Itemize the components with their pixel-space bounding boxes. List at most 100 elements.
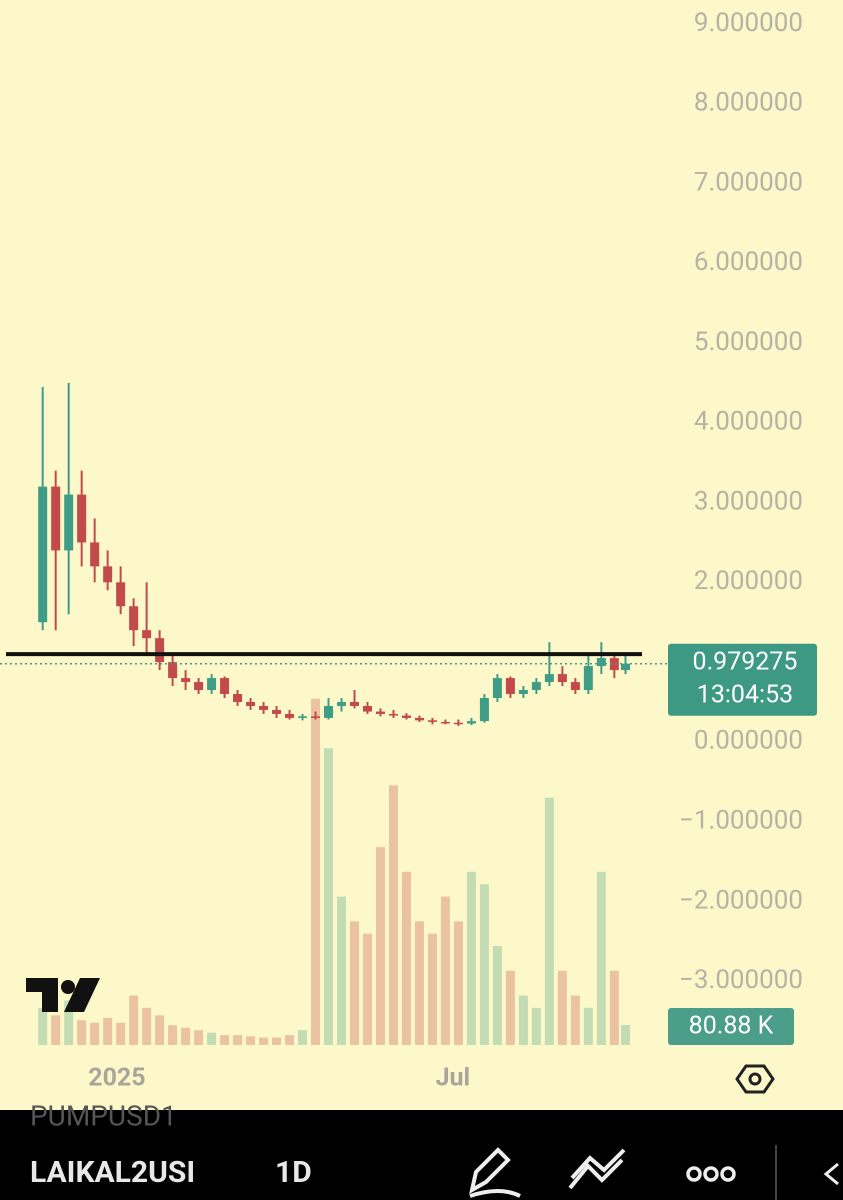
- volume-bar: [38, 1007, 48, 1045]
- volume-bar: [492, 946, 502, 1045]
- candle-body: [492, 678, 502, 698]
- toolbar: [0, 1110, 843, 1200]
- candle-body: [207, 678, 217, 691]
- candle-body: [362, 705, 372, 712]
- y-tick-label: 4.000000: [694, 407, 803, 437]
- candle-body: [427, 720, 437, 722]
- volume-bar: [285, 1035, 295, 1045]
- price-tag: [668, 643, 817, 716]
- interval[interactable]: 1D: [275, 1155, 312, 1190]
- volume-bar: [194, 1030, 204, 1045]
- draw-tool[interactable]: [469, 1147, 521, 1198]
- volume-bar: [453, 921, 463, 1045]
- volume-bar: [362, 933, 372, 1045]
- plot: 9.000000 8.000000 7.000000 6.000000 5.000000…: [0, 8, 817, 1093]
- volume-bar: [337, 896, 347, 1045]
- volume-bar: [479, 884, 489, 1045]
- candle-body: [557, 674, 567, 683]
- candle-body: [609, 658, 619, 671]
- candle-body: [168, 662, 178, 679]
- symbol[interactable]: LAIKAL2USI: [30, 1155, 195, 1190]
- settings-button[interactable]: [735, 1064, 775, 1094]
- candle-body: [570, 682, 580, 691]
- volume-bar: [298, 1030, 308, 1045]
- candle-body: [259, 705, 269, 710]
- candle-body: [142, 630, 152, 639]
- volume-bar: [544, 797, 554, 1045]
- volume-bar: [440, 896, 450, 1045]
- logo: [26, 978, 100, 1012]
- volume-bar: [401, 871, 411, 1045]
- candle-body: [505, 678, 515, 695]
- candle-body: [155, 638, 165, 663]
- volume-bar: [77, 1020, 87, 1045]
- y-tick-label: 5.000000: [694, 327, 803, 357]
- candle-body: [233, 694, 243, 702]
- candle-body: [181, 678, 191, 683]
- y-tick-label: 8.000000: [694, 88, 803, 118]
- candle-body: [77, 494, 87, 543]
- candle-body: [596, 658, 606, 667]
- candle-body: [337, 701, 347, 706]
- volume-bar: [129, 995, 139, 1045]
- volume-bar: [116, 1022, 126, 1045]
- volume-bar: [103, 1017, 113, 1045]
- candle-body: [64, 494, 74, 551]
- volume-bar: [64, 1000, 74, 1045]
- volume-tag: [668, 1007, 794, 1045]
- candle-body: [544, 674, 554, 683]
- candle-body: [440, 721, 450, 724]
- volume-bar: [427, 933, 437, 1045]
- back-button[interactable]: [823, 1162, 839, 1186]
- volume-bar: [90, 1022, 100, 1045]
- candle-body: [531, 682, 541, 691]
- y-tick-label: 9.000000: [694, 8, 803, 38]
- candle-body: [220, 678, 230, 695]
- x-tick-label: Jul: [436, 1064, 471, 1093]
- volume-bar: [324, 748, 334, 1045]
- volume-bar: [414, 921, 424, 1045]
- y-tick-label: −1.000000: [679, 806, 803, 836]
- candle-body: [116, 582, 126, 607]
- volume-bar: [596, 871, 606, 1045]
- candle-body: [453, 722, 463, 725]
- previous-symbol: PUMPUSD1: [30, 1099, 177, 1132]
- volume-bar: [620, 1024, 630, 1045]
- volume-bar: [155, 1015, 165, 1045]
- candle-body: [38, 486, 48, 623]
- y-tick-label: 0.000000: [694, 726, 803, 756]
- y-tick-label: −3.000000: [679, 965, 803, 995]
- volume-bar: [466, 871, 476, 1045]
- candle-body: [401, 715, 411, 718]
- volume-bar: [168, 1025, 178, 1045]
- y-tick-label: 7.000000: [694, 167, 803, 197]
- candle-body: [324, 705, 334, 718]
- volume-bar: [570, 995, 580, 1045]
- volume-bar: [583, 1007, 593, 1045]
- more-button[interactable]: [686, 1166, 736, 1182]
- candle-body: [311, 716, 321, 718]
- indicator-tool[interactable]: [568, 1148, 626, 1190]
- volume-bar: [557, 970, 567, 1045]
- background: [0, 0, 843, 1110]
- volume-bar: [246, 1036, 256, 1045]
- candle-body: [466, 721, 476, 724]
- y-tick-label: 2.000000: [694, 566, 803, 596]
- volume-bar: [518, 995, 528, 1045]
- volume-bar: [181, 1027, 191, 1045]
- candle-body: [246, 701, 256, 706]
- volume-bar: [609, 970, 619, 1045]
- candle-body: [583, 666, 593, 691]
- volume-tag-value: 80.88 K: [689, 1012, 774, 1041]
- volume-bar: [142, 1007, 152, 1045]
- volume-bar: [259, 1037, 269, 1045]
- volume-bar: [220, 1035, 230, 1045]
- candle-body: [194, 682, 204, 691]
- candle-body: [388, 713, 398, 716]
- volume-bar: [51, 1015, 61, 1045]
- countdown: 13:04:53: [697, 680, 793, 709]
- candle-body: [479, 697, 489, 722]
- candle-body: [272, 709, 282, 714]
- volume-bar: [388, 785, 398, 1045]
